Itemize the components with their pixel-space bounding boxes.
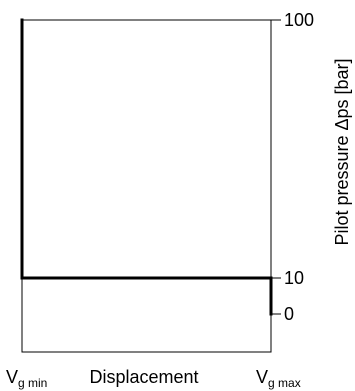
y-tick-label-100: 100 <box>284 10 314 30</box>
plot-frame <box>21 19 272 353</box>
x-tick-label-max: Vg max <box>256 367 301 390</box>
x-tick-label-min: Vg min <box>6 367 47 390</box>
x-tick-label-max-sub: g max <box>268 376 301 390</box>
series-group <box>20 18 273 316</box>
y-tick-label-0: 0 <box>284 304 294 324</box>
x-tick-label-min-sub: g min <box>18 376 47 390</box>
y-tick-label-10: 10 <box>284 268 304 288</box>
y-axis-label: Pilot pressure Δps [bar] <box>332 58 352 245</box>
x-axis-label: Displacement <box>89 367 198 387</box>
x-tick-label-min-main: V <box>6 367 18 387</box>
x-tick-label-max-main: V <box>256 367 268 387</box>
